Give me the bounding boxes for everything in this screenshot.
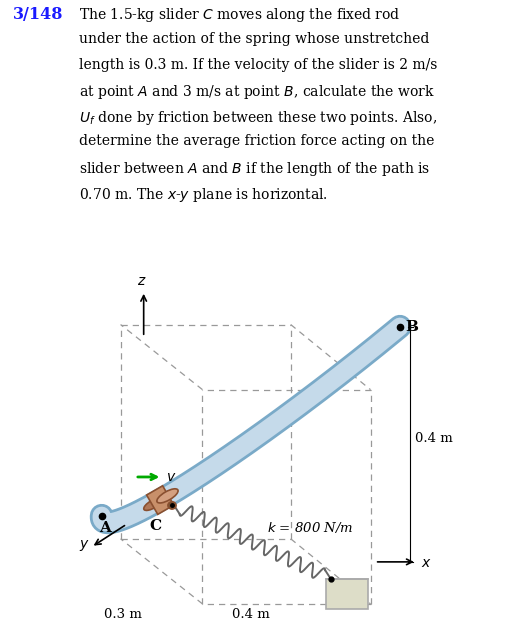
Text: determine the average friction force acting on the: determine the average friction force act…	[79, 134, 434, 149]
Text: length is 0.3 m. If the velocity of the slider is 2 m/s: length is 0.3 m. If the velocity of the …	[79, 58, 437, 71]
Polygon shape	[147, 486, 174, 514]
Text: $k$ = 800 N/m: $k$ = 800 N/m	[267, 520, 353, 535]
Ellipse shape	[168, 502, 176, 509]
Text: slider between $A$ and $B$ if the length of the path is: slider between $A$ and $B$ if the length…	[79, 160, 430, 178]
Text: B: B	[405, 320, 418, 334]
Text: 0.3 m: 0.3 m	[104, 608, 142, 621]
Ellipse shape	[144, 497, 164, 510]
Text: A: A	[100, 520, 112, 535]
Text: $z$: $z$	[138, 273, 147, 288]
Text: under the action of the spring whose unstretched: under the action of the spring whose uns…	[79, 32, 429, 46]
Text: 0.4 m: 0.4 m	[415, 432, 452, 445]
Text: 0.4 m: 0.4 m	[232, 608, 270, 621]
Text: $x$: $x$	[421, 556, 432, 570]
Text: C: C	[150, 519, 162, 534]
Text: at point $A$ and 3 m/s at point $B$, calculate the work: at point $A$ and 3 m/s at point $B$, cal…	[79, 83, 434, 101]
Ellipse shape	[157, 489, 178, 503]
Text: The 1.5-kg slider $C$ moves along the fixed rod: The 1.5-kg slider $C$ moves along the fi…	[79, 6, 400, 24]
Text: $v$: $v$	[166, 470, 176, 484]
Text: $y$: $y$	[80, 538, 90, 553]
Text: 0.70 m. The $x$-$y$ plane is horizontal.: 0.70 m. The $x$-$y$ plane is horizontal.	[79, 186, 328, 204]
Text: 3/148: 3/148	[13, 6, 64, 23]
Text: $U_f$ done by friction between these two points. Also,: $U_f$ done by friction between these two…	[79, 109, 436, 127]
Bar	[326, 579, 367, 609]
